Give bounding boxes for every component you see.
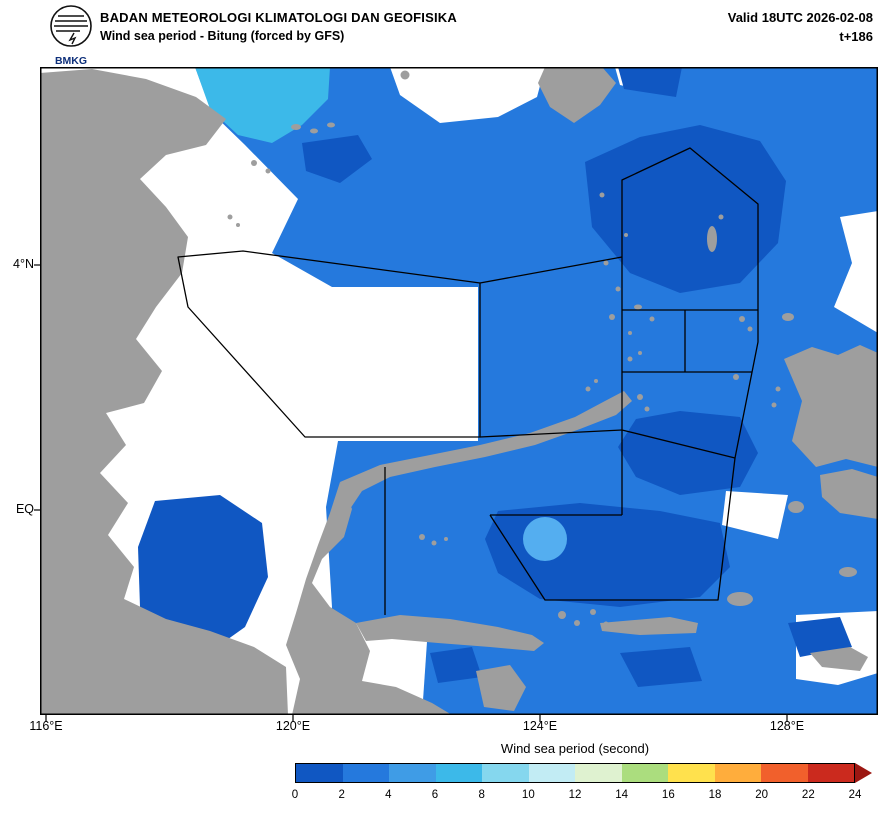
agency-title: BADAN METEOROLOGI KLIMATOLOGI DAN GEOFIS…: [100, 10, 457, 25]
colorbar-segment: [435, 764, 482, 782]
colorbar-segment: [714, 764, 761, 782]
landmass-sulawesi-south: [362, 681, 452, 715]
colorbar-tick-label: 8: [478, 789, 485, 801]
colorbar-tick-label: 14: [615, 789, 629, 801]
colorbar-segment: [528, 764, 575, 782]
map-border: [40, 67, 878, 715]
xlabel-128e: 128°E: [769, 719, 805, 733]
landmass-sulawesi-east-arm: [356, 615, 544, 651]
colorbar-tick-label: 4: [385, 789, 392, 801]
colorbar-arrow: [855, 763, 872, 783]
map-svg: [34, 67, 878, 722]
colorbar-segment: [621, 764, 668, 782]
sea-cyan-region: [195, 67, 330, 143]
landmass-sulawesi-body: [286, 482, 374, 715]
landmass-island-bottom-center: [476, 665, 526, 711]
xlabel-116e: 116°E: [29, 719, 63, 733]
landmass-mindanao: [538, 67, 616, 123]
map-area: [34, 67, 878, 722]
landmass-borneo: [40, 69, 288, 715]
forecast-step: t+186: [839, 29, 873, 44]
bmkg-logo-text: BMKG: [54, 55, 88, 67]
forecast-zone-outlines: [177, 147, 759, 615]
colorbar-tick-label: 22: [801, 789, 815, 801]
colorbar-tick-label: 16: [661, 789, 675, 801]
bmkg-logo-icon: [50, 5, 92, 47]
landmass-island-bottom-right: [810, 647, 868, 671]
colorbar-tick-label: 20: [755, 789, 769, 801]
colorbar: [295, 763, 855, 783]
colorbar-title: Wind sea period (second): [500, 741, 650, 756]
colorbar-tick-label: 6: [431, 789, 439, 801]
landmass-halmahera: [784, 345, 878, 467]
colorbar-tick-label: 2: [338, 789, 345, 801]
colorbar-tick-label: 10: [521, 789, 535, 801]
colorbar-segment: [807, 764, 854, 782]
colorbar-tick-label: 0: [291, 789, 299, 801]
colorbar-tick-labels: 0 2 4 6 8 10 12 14 16 18 20 22 24: [292, 789, 862, 805]
colorbar-segment: [668, 764, 715, 782]
ylabel-eq: EQ: [15, 502, 34, 516]
xlabel-124e: 124°E: [522, 719, 558, 733]
colorbar-segment: [296, 764, 343, 782]
ylabel-4n: 4°N: [13, 257, 34, 271]
colorbar-tick-label: 24: [848, 789, 862, 801]
colorbar-segment: [342, 764, 389, 782]
colorbar-segment: [575, 764, 622, 782]
bmkg-logo: BMKG: [44, 3, 98, 67]
valid-time: Valid 18UTC 2026-02-08: [727, 10, 873, 25]
colorbar-segment: [482, 764, 529, 782]
colorbar-tick-label: 18: [708, 789, 722, 801]
colorbar-tick-label: 12: [568, 789, 582, 801]
landmass-sulawesi-north-arm: [340, 391, 632, 509]
product-title: Wind sea period - Bitung (forced by GFS): [100, 29, 345, 43]
sea-dark-regions: [138, 67, 852, 687]
header-valid-block: Valid 18UTC 2026-02-08 t+186: [728, 10, 873, 44]
landmass-sula: [600, 617, 698, 635]
sea-light-spot: [523, 517, 567, 561]
landmass-halmahera-south: [820, 469, 878, 519]
landmasses: [40, 67, 878, 715]
small-islands: [227, 70, 857, 627]
colorbar-segment: [761, 764, 808, 782]
xlabel-120e: 120°E: [275, 719, 311, 733]
header-titles: BADAN METEOROLOGI KLIMATOLOGI DAN GEOFIS…: [100, 10, 457, 43]
colorbar-segment: [389, 764, 436, 782]
axis-ticks: [34, 264, 788, 722]
